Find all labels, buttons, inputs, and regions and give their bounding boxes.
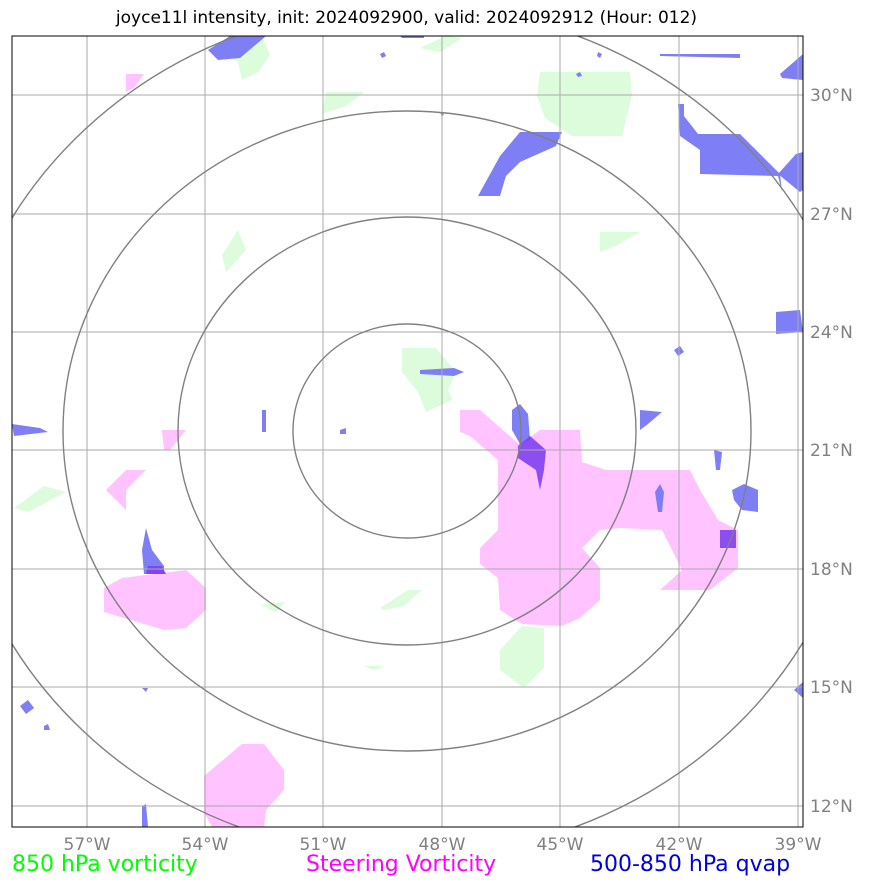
vorticity-patch <box>500 626 544 688</box>
steering-patch <box>162 430 186 450</box>
qvap-patch <box>142 804 148 827</box>
lon-tick-label: 39°W <box>775 835 822 855</box>
qvap-patch <box>20 700 34 714</box>
qvap-patch <box>776 310 803 334</box>
qvap-patch <box>44 724 50 730</box>
steering-patch <box>204 744 284 827</box>
qvap-patch <box>778 152 803 192</box>
latitude-labels: 30°N 27°N 24°N 21°N 18°N 15°N 12°N <box>810 86 853 817</box>
range-ring <box>62 110 752 752</box>
vorticity-patch <box>537 72 632 136</box>
vorticity-patch <box>222 230 246 272</box>
lon-tick-label: 42°W <box>656 835 703 855</box>
map-title: joyce11l intensity, init: 2024092900, va… <box>115 8 698 28</box>
lat-tick-label: 12°N <box>810 797 853 817</box>
vorticity-patch <box>380 590 422 610</box>
lat-tick-label: 24°N <box>810 323 853 343</box>
overlap-patch <box>146 566 166 574</box>
map-frame <box>11 35 804 828</box>
qvap-patch <box>597 52 602 58</box>
qvap-patch <box>660 54 740 58</box>
qvap-patch <box>340 428 346 434</box>
lat-tick-label: 21°N <box>810 441 853 461</box>
qvap-patch <box>12 424 48 436</box>
legend-850-vorticity: 850 hPa vorticity <box>12 852 198 877</box>
vorticity-patch <box>322 92 364 114</box>
legend-qvap: 500-850 hPa qvap <box>590 852 791 877</box>
lat-tick-label: 18°N <box>810 560 853 580</box>
lon-tick-label: 48°W <box>419 835 466 855</box>
lon-tick-label: 45°W <box>537 835 584 855</box>
vorticity-patch <box>14 486 66 512</box>
longitude-labels: 57°W 54°W 51°W 48°W 45°W 42°W 39°W <box>64 835 822 855</box>
steering-patch <box>460 410 738 626</box>
qvap-patch <box>142 688 148 692</box>
qvap-patch <box>678 104 782 192</box>
lon-tick-label: 54°W <box>182 835 229 855</box>
range-ring <box>177 216 637 646</box>
vorticity-patch <box>420 36 462 52</box>
qvap-patch <box>714 450 722 470</box>
qvap-patch <box>780 54 803 80</box>
graticule <box>12 36 803 827</box>
vorticity-patch <box>600 232 640 252</box>
qvap-patch <box>640 410 662 430</box>
qvap-patch <box>142 528 164 574</box>
steering-patch <box>104 570 206 630</box>
qvap-patch <box>576 72 582 77</box>
qvap-patch <box>478 132 562 196</box>
lon-tick-label: 57°W <box>64 835 111 855</box>
range-ring <box>12 36 803 827</box>
vorticity-patch <box>364 666 384 670</box>
range-rings <box>12 36 803 827</box>
vorticity-patch <box>260 602 285 612</box>
map-contents <box>12 36 803 827</box>
qvap-patch <box>380 52 386 58</box>
steering-patch <box>106 470 146 510</box>
lon-tick-label: 51°W <box>300 835 347 855</box>
lat-tick-label: 30°N <box>810 86 853 106</box>
steering-patch <box>126 74 144 92</box>
vorticity-patch <box>402 348 456 412</box>
qvap-patch <box>655 484 664 512</box>
lat-tick-label: 27°N <box>810 205 853 225</box>
legend-steering-vorticity: Steering Vorticity <box>306 852 497 877</box>
qvap-patch <box>732 484 758 512</box>
qvap-patch <box>262 410 266 432</box>
range-ring <box>292 323 522 539</box>
lat-tick-label: 15°N <box>810 678 853 698</box>
qvap-layer <box>12 36 803 827</box>
